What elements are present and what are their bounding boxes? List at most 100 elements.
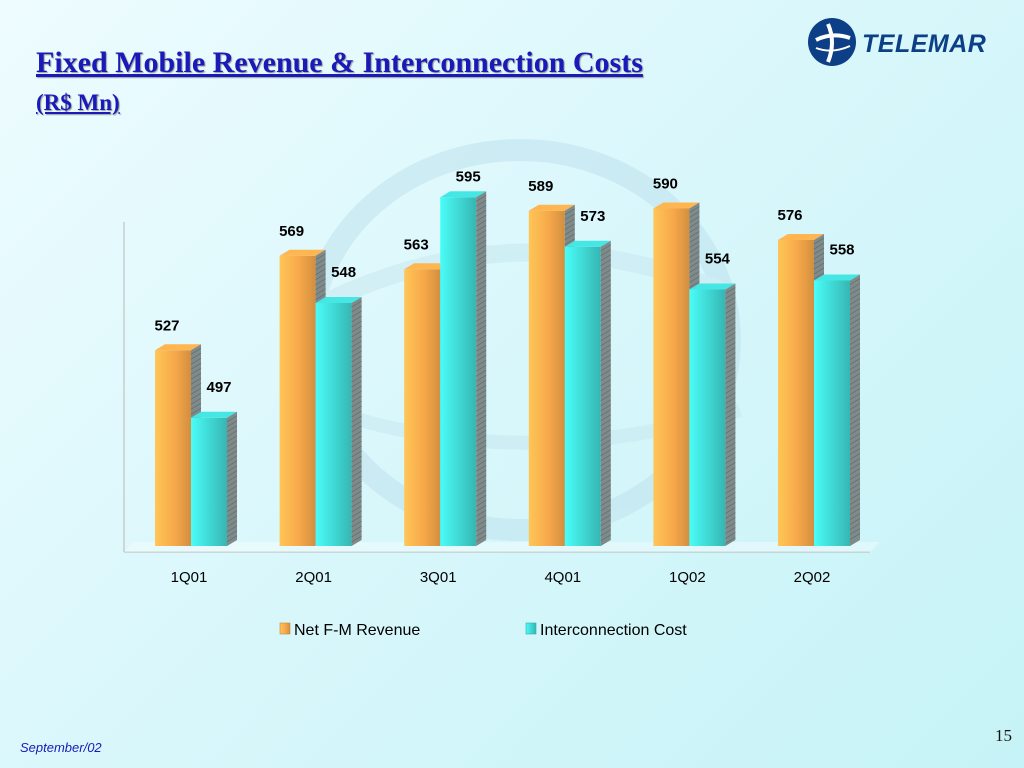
bar-interconnection-2Q01 (315, 297, 362, 546)
bar-side-hatch (600, 469, 611, 477)
bar-side-hatch (725, 352, 736, 359)
bar-side-hatch (351, 330, 362, 338)
bar-side-hatch (351, 345, 362, 353)
bar-side-hatch (190, 377, 202, 385)
bar-side-hatch (351, 395, 362, 403)
bar-side-hatch (813, 262, 825, 270)
bar-side-hatch (849, 303, 861, 310)
bar-side-hatch (351, 525, 362, 533)
bar-side-hatch (849, 493, 861, 500)
bar-side-hatch (849, 488, 861, 495)
bar-top (689, 283, 736, 290)
bar-side-hatch (476, 399, 487, 407)
bar-side-hatch (476, 259, 487, 267)
bar-side-hatch (476, 424, 487, 432)
bar-side-hatch (351, 480, 362, 488)
bar-side-hatch (476, 269, 487, 277)
bar-side-hatch (849, 453, 861, 460)
bar-side-hatch (600, 404, 611, 412)
bar-side-hatch (226, 515, 238, 523)
data-label: 573 (580, 208, 605, 225)
bar-side-hatch (689, 236, 700, 243)
bar-side-hatch (600, 319, 611, 327)
bar-side-hatch (813, 252, 825, 260)
bar-top (155, 344, 201, 351)
bar-side-hatch (315, 283, 326, 291)
bar-side-hatch (226, 480, 238, 488)
bar-side-hatch (476, 314, 487, 322)
bar-side-hatch (476, 319, 487, 327)
bar-side-hatch (725, 367, 736, 374)
bar-side-hatch (564, 223, 575, 231)
bar-side-hatch (725, 322, 736, 329)
bar-side-hatch (476, 419, 487, 427)
bar-side-hatch (725, 467, 736, 474)
bar-side-hatch (476, 364, 487, 372)
bar-side (351, 297, 362, 546)
bar-front (689, 289, 726, 546)
bar-side-hatch (190, 407, 202, 415)
bar-side-hatch (600, 379, 611, 387)
bar-side-hatch (476, 414, 487, 422)
bar-side-hatch (226, 415, 238, 423)
bar-side-hatch (813, 242, 825, 250)
bar-side-hatch (476, 474, 487, 482)
bar-side-hatch (600, 344, 611, 352)
legend-swatch (525, 622, 537, 635)
bar-side-hatch (564, 218, 575, 226)
bar-top (315, 297, 362, 303)
bar-side-hatch (725, 487, 736, 494)
bar-side-hatch (849, 363, 861, 370)
bar-side-hatch (725, 482, 736, 489)
bar-side-hatch (600, 329, 611, 337)
bar-side-hatch (813, 257, 825, 265)
bar-side-hatch (351, 340, 362, 348)
bar-side-hatch (725, 492, 736, 499)
bar-side-hatch (351, 375, 362, 383)
bar-front (653, 208, 690, 546)
bar-side-hatch (600, 444, 611, 452)
bar-side-hatch (849, 463, 861, 470)
bar-side-hatch (351, 315, 362, 323)
bar-side-hatch (813, 247, 825, 255)
bar-side-hatch (725, 527, 736, 534)
bar-side-hatch (476, 524, 487, 532)
bar-side-hatch (600, 299, 611, 307)
bar-side-hatch (725, 517, 736, 524)
bar-side-hatch (600, 259, 611, 267)
bar-top (191, 411, 237, 418)
bar-side-hatch (725, 287, 736, 294)
bar-side-hatch (351, 415, 362, 423)
bar-side-hatch (476, 479, 487, 487)
data-label: 558 (829, 242, 854, 259)
bar-side-hatch (315, 273, 326, 281)
bar-interconnection-2Q02 (814, 274, 861, 546)
bar-side-hatch (476, 439, 487, 447)
bar-side-hatch (849, 383, 861, 390)
bar-side-hatch (725, 292, 736, 299)
bar-side-hatch (600, 334, 611, 342)
bar-side-hatch (226, 525, 238, 533)
bar-side-hatch (476, 504, 487, 512)
bar-side-hatch (315, 263, 326, 271)
bar-side-hatch (725, 307, 736, 314)
bar-side-hatch (351, 335, 362, 343)
bar-side-hatch (725, 512, 736, 519)
bar-side-hatch (725, 477, 736, 484)
bar-side-hatch (725, 437, 736, 444)
bar-side-hatch (725, 472, 736, 479)
bar-side-hatch (725, 317, 736, 324)
bar-top (279, 249, 326, 256)
bar-front (315, 303, 352, 546)
bar-side-hatch (725, 302, 736, 309)
data-label: 569 (279, 223, 304, 240)
bar-side-hatch (476, 279, 487, 287)
bar-side-hatch (600, 424, 611, 432)
data-label: 554 (705, 251, 731, 268)
bar-front (279, 255, 316, 546)
bar-side-hatch (849, 338, 861, 345)
bar-side-hatch (600, 484, 611, 492)
bar-side-hatch (476, 509, 487, 517)
legend-label: Net F-M Revenue (294, 622, 420, 639)
bar-side-hatch (351, 305, 362, 313)
